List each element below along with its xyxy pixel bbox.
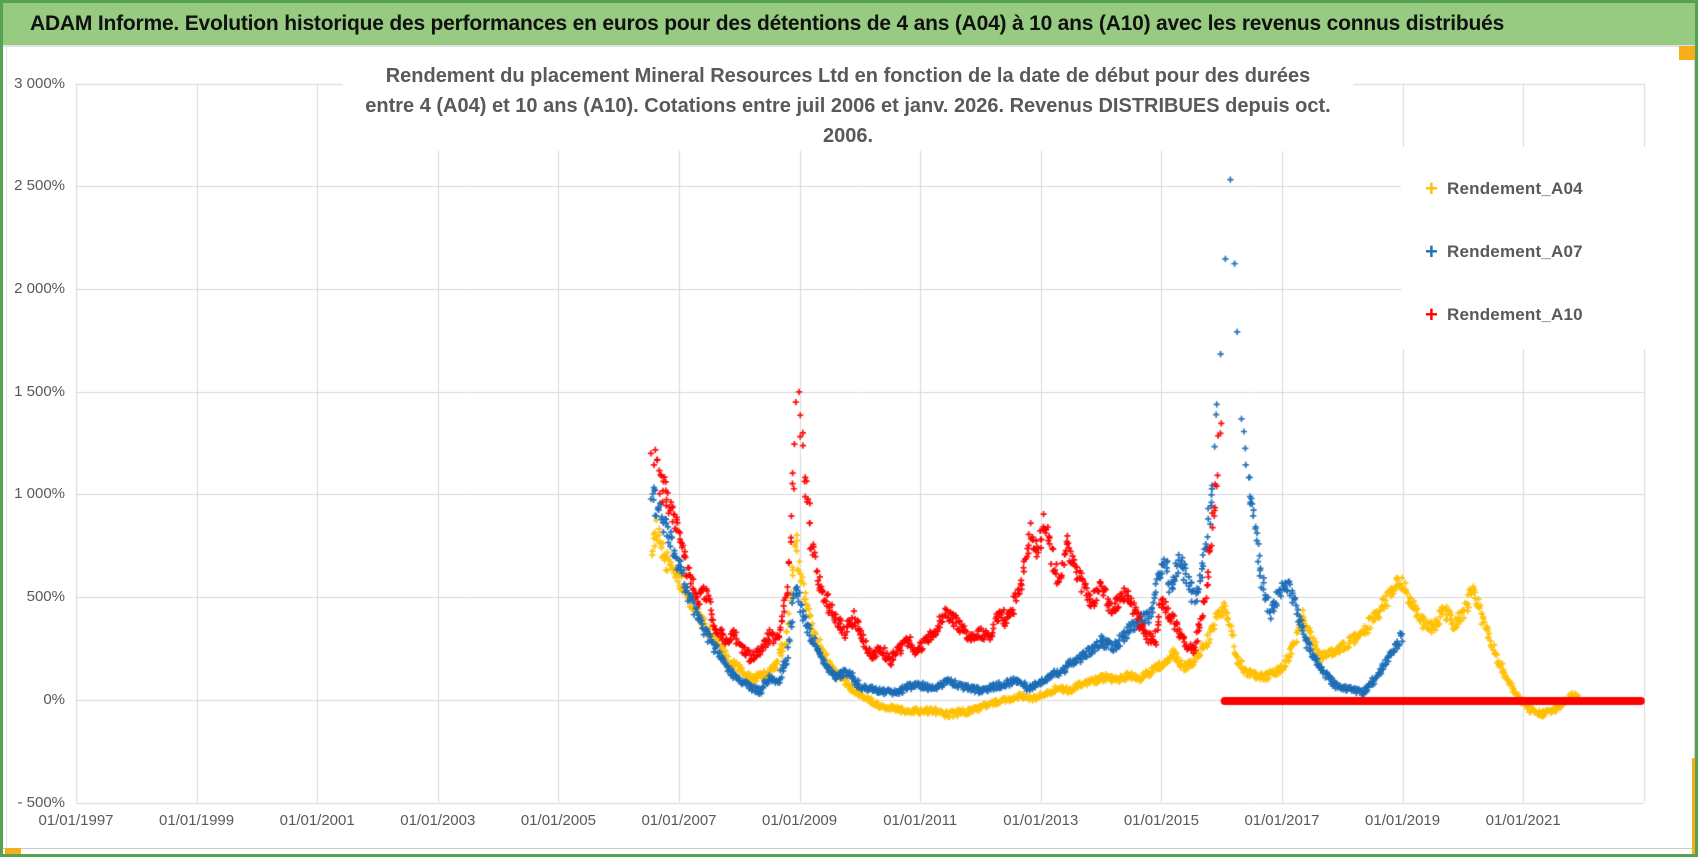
legend-item-rendement-a07: + Rendement_A07 [1425, 240, 1583, 264]
chart-title-line1: Rendement du placement Mineral Resources… [385, 65, 1311, 87]
y-axis-tick-label: 3 000% [14, 74, 65, 92]
cell-fill-accent-right-edge [1692, 758, 1695, 854]
chart-legend: + Rendement_A04 + Rendement_A07 + Rendem… [1401, 147, 1691, 349]
y-axis-tick-label: 500% [26, 588, 65, 606]
x-axis-tick-label: 01/01/2005 [520, 811, 596, 829]
chart-title: Rendement du placement Mineral Resources… [343, 61, 1353, 151]
x-axis-tick-label: 01/01/2001 [279, 811, 355, 829]
legend-label: Rendement_A07 [1447, 242, 1583, 261]
y-axis-tick-label: 1 500% [14, 382, 65, 400]
cell-fill-accent-bottom-left [5, 848, 21, 854]
legend-label: Rendement_A04 [1447, 179, 1583, 198]
chart-title-line2: entre 4 (A04) et 10 ans (A10). Cotations… [365, 95, 1331, 147]
legend-label: Rendement_A10 [1447, 305, 1583, 324]
x-axis-tick-label: 01/01/2013 [1003, 811, 1079, 829]
y-axis-tick-label: 2 500% [14, 177, 65, 195]
legend-item-rendement-a04: + Rendement_A04 [1425, 177, 1583, 201]
chart-container: Rendement du placement Mineral Resources… [3, 47, 1695, 854]
x-axis-tick-label: 01/01/2021 [1485, 811, 1561, 829]
chart-right-border [1694, 47, 1695, 848]
x-axis-tick-label: 01/01/2003 [400, 811, 476, 829]
x-axis-tick-label: 01/01/2017 [1244, 811, 1320, 829]
chart-bottom-border [3, 848, 1695, 849]
y-axis-tick-label: 0% [43, 690, 65, 708]
header-title: ADAM Informe. Evolution historique des p… [30, 12, 1505, 35]
cell-fill-accent-top-right [1679, 46, 1695, 60]
x-axis-tick-label: 01/01/2015 [1123, 811, 1199, 829]
x-axis-tick-label: 01/01/2019 [1365, 811, 1441, 829]
x-axis-tick-label: 01/01/1999 [159, 811, 235, 829]
y-axis-tick-label: 2 000% [14, 280, 65, 298]
x-axis-tick-label: 01/01/2011 [883, 811, 958, 829]
x-axis-tick-label: 01/01/1997 [38, 811, 114, 829]
plus-marker-icon: + [1425, 302, 1438, 327]
legend-item-rendement-a10: + Rendement_A10 [1425, 303, 1583, 327]
plus-marker-icon: + [1425, 239, 1438, 264]
y-axis-tick-label: - 500% [17, 793, 65, 811]
chart-left-border [6, 47, 7, 848]
y-axis-tick-label: 1 000% [14, 485, 65, 503]
header-banner: ADAM Informe. Evolution historique des p… [3, 3, 1695, 47]
x-axis-tick-label: 01/01/2009 [762, 811, 838, 829]
plus-marker-icon: + [1425, 176, 1438, 201]
x-axis-tick-label: 01/01/2007 [641, 811, 717, 829]
